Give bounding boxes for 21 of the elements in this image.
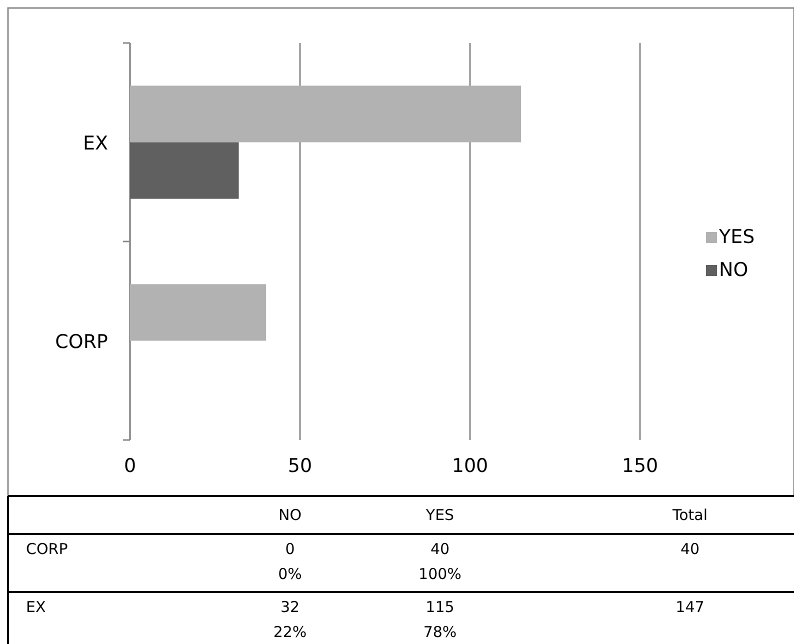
category-label: EX [26, 598, 46, 616]
x-tick-label: 150 [622, 455, 658, 477]
text: YES [426, 506, 454, 524]
category-label: CORP [26, 540, 68, 558]
x-tick-label: 50 [288, 455, 312, 477]
text: 32 [280, 598, 300, 616]
text: Total [671, 506, 708, 524]
text: 115 [426, 598, 454, 616]
text: 78% [423, 623, 457, 641]
text: 22% [273, 623, 307, 641]
x-tick-label: 100 [452, 455, 488, 477]
legend-label: NO [719, 259, 748, 281]
text: 0 [285, 540, 295, 558]
text: 0% [278, 565, 302, 583]
text: 100% [418, 565, 462, 583]
text: 40 [430, 540, 450, 558]
legend-label: YES [718, 226, 755, 248]
x-tick-label: 0 [124, 455, 136, 477]
text: 40 [680, 540, 700, 558]
text: NO [278, 506, 302, 524]
text: 147 [676, 598, 704, 616]
